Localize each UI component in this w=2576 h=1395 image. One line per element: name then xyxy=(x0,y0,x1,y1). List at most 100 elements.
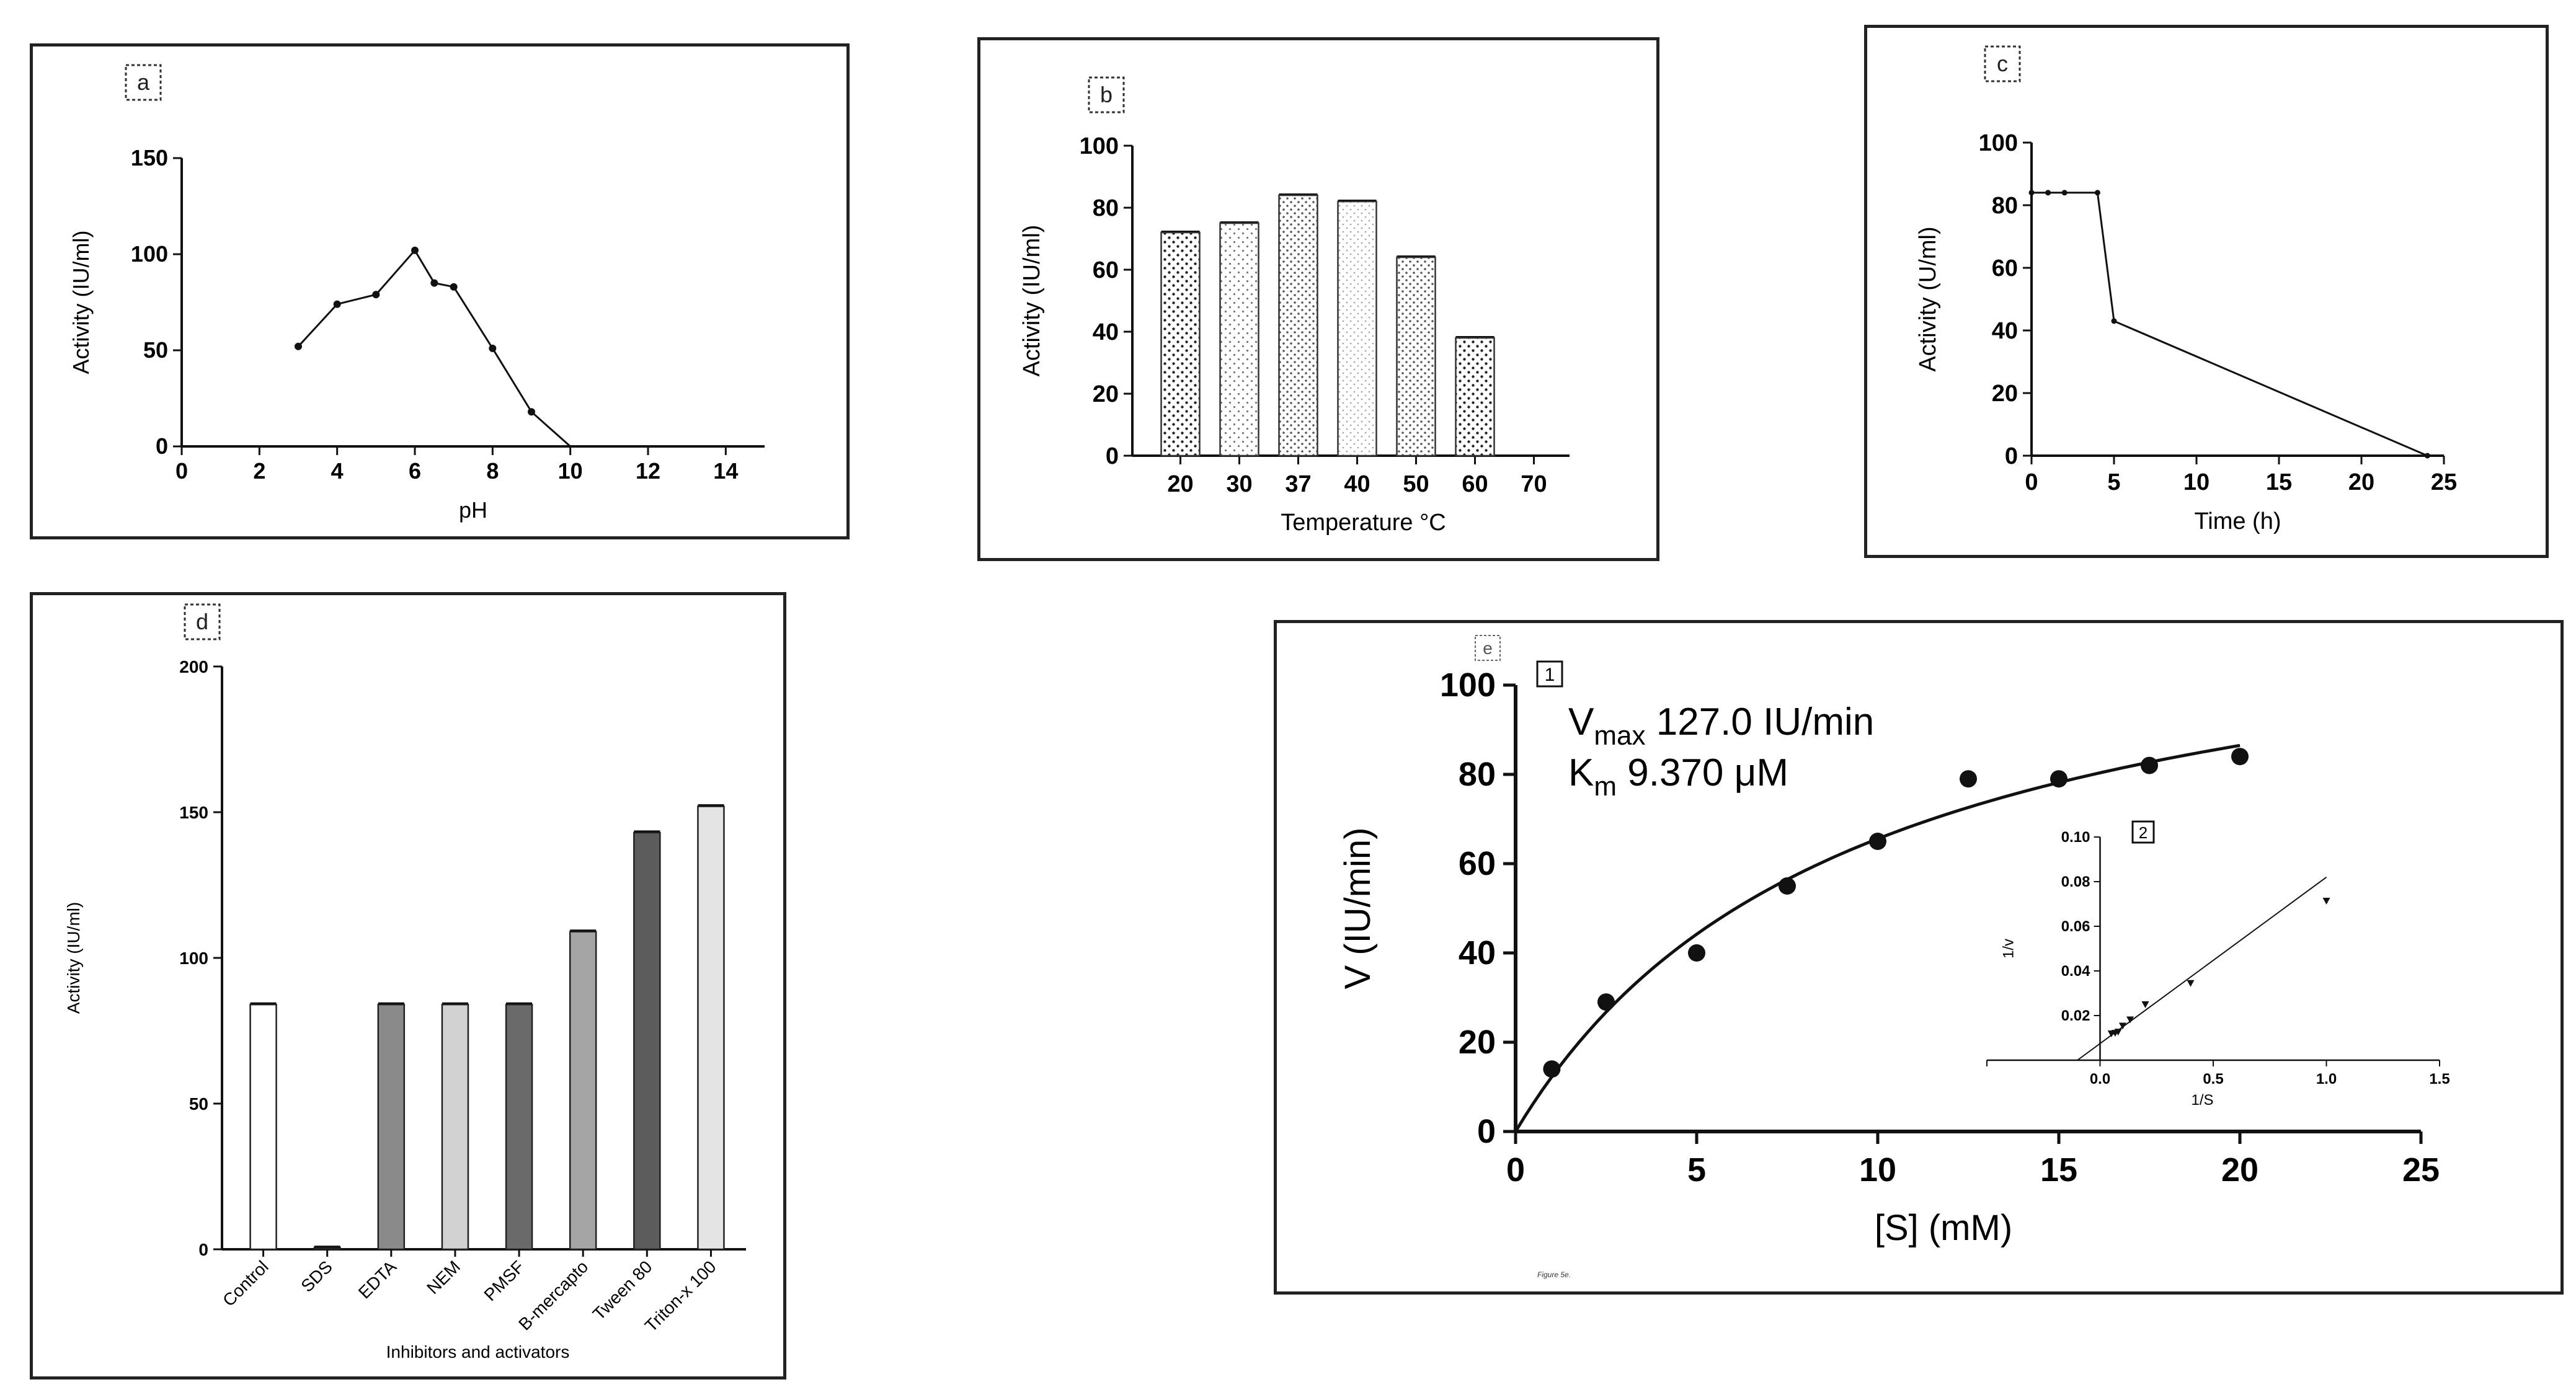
data-point xyxy=(2424,453,2430,459)
y-tick-label: 100 xyxy=(1440,666,1496,704)
x-tick-label: B-mercapto xyxy=(515,1257,592,1334)
panel-e-tag-label: e xyxy=(1483,639,1493,658)
data-point xyxy=(2111,318,2117,324)
y-tick-label: 100 xyxy=(179,949,208,968)
x-tick-label: 10 xyxy=(1859,1151,1896,1189)
chart-a: a 0 2 4 6 8 10 12 14 0 50 100 150 pH Activity (IU/ml) xyxy=(68,64,765,523)
x-tick-label: 0 xyxy=(175,458,188,484)
y-tick-label: 60 xyxy=(1992,255,2018,281)
panel-b: b 0 20 40 60 80 100 20 30 37 40 50 60 70 Temperature °… xyxy=(977,37,1659,561)
x-tick-label: 15 xyxy=(2266,469,2292,495)
x-tick-label: 4 xyxy=(331,458,344,484)
data-point xyxy=(1597,993,1615,1011)
y-tick-label: 60 xyxy=(1093,257,1119,283)
bar xyxy=(505,1003,533,1251)
data-point xyxy=(2050,770,2067,788)
y-tick-label: 0 xyxy=(156,433,168,459)
inset-x-axis-title: 1/S xyxy=(2191,1092,2213,1109)
x-tick-label: SDS xyxy=(297,1257,336,1296)
bar xyxy=(1219,222,1259,457)
data-point xyxy=(2061,190,2067,196)
y-tick-label: 40 xyxy=(1459,934,1496,972)
x-tick-label: 12 xyxy=(636,458,660,484)
x-tick-label: 6 xyxy=(409,458,421,484)
y-tick-label: 100 xyxy=(1979,130,2018,156)
data-point xyxy=(411,246,419,254)
inset-y-axis-title: 1/v xyxy=(2001,939,2017,959)
x-tick-label: PMSF xyxy=(480,1257,528,1304)
data-point xyxy=(2094,190,2100,196)
x-tick-label: 25 xyxy=(2431,469,2457,495)
data-point xyxy=(1779,877,1796,895)
panel-d: d 0 50 100 150 200 Control SDS EDTA NEM PMSF B-merc… xyxy=(30,592,786,1380)
panel-d-tag-box xyxy=(184,603,221,640)
panel-c: c 0 5 10 15 20 25 0 20 40 60 80 100 Time (h) Activity … xyxy=(1864,25,2549,558)
y-axis-title: Activity (IU/ml) xyxy=(68,231,94,374)
bar xyxy=(1278,194,1318,457)
data-point xyxy=(1543,1060,1561,1078)
data-point xyxy=(372,291,380,299)
x-tick-label: 20 xyxy=(2221,1151,2258,1189)
inset-y-tick-label: 0.06 xyxy=(2061,918,2090,935)
panel-a-tag-label: a xyxy=(137,69,150,95)
x-tick-label: 40 xyxy=(1344,471,1370,497)
panel-d-tag-label: d xyxy=(196,609,208,634)
x-axis-title: Inhibitors and activators xyxy=(386,1342,570,1362)
bar xyxy=(313,1247,341,1251)
vmax-value: 127.0 IU/min xyxy=(1645,701,1874,743)
annotation-box-2-label: 2 xyxy=(2139,823,2147,842)
x-tick-label: 20 xyxy=(1167,471,1193,497)
y-tick-label: 20 xyxy=(1992,381,2018,407)
chart-e: e 0 5 10 15 20 25 0 20 40 60 80 100 [S] (mM) V (IU/min… xyxy=(1338,635,2450,1279)
inset-y-tick-label: 0.04 xyxy=(2061,963,2090,980)
y-axis-title: V (IU/min) xyxy=(1338,828,1378,990)
inset-y-tick-label: 0.10 xyxy=(2061,829,2090,846)
x-tick-label: 2 xyxy=(253,458,265,484)
y-tick-label: 0 xyxy=(2005,443,2018,469)
chart-b: b 0 20 40 60 80 100 20 30 37 40 50 60 70 Temperature °… xyxy=(1019,76,1570,536)
y-tick-label: 20 xyxy=(1459,1024,1496,1061)
y-tick-label: 50 xyxy=(189,1094,208,1114)
y-tick-label: 50 xyxy=(143,337,168,363)
data-point xyxy=(450,283,458,291)
x-tick-label: Control xyxy=(219,1257,272,1310)
x-tick-label: 5 xyxy=(1687,1151,1706,1189)
y-axis-title: Activity (U/ml) xyxy=(1915,226,1941,371)
bar xyxy=(1160,231,1201,457)
data-point xyxy=(2141,756,2158,774)
figure-caption: Figure 5e. xyxy=(1537,1270,1571,1279)
km-value: 9.370 μM xyxy=(1617,751,1788,794)
bar xyxy=(377,1003,406,1251)
y-tick-label: 40 xyxy=(1093,319,1119,345)
x-tick-label: 25 xyxy=(2402,1151,2440,1189)
x-tick-label: 15 xyxy=(2040,1151,2077,1189)
bar xyxy=(569,931,597,1251)
x-tick-label: NEM xyxy=(423,1257,464,1298)
x-tick-label: 0 xyxy=(2025,469,2038,495)
annotation-box-1 xyxy=(1536,660,1563,688)
bar xyxy=(1455,337,1495,457)
x-tick-label: 20 xyxy=(2348,469,2374,495)
data-point xyxy=(430,279,438,287)
x-tick-label: 50 xyxy=(1403,471,1429,497)
y-tick-label: 20 xyxy=(1093,381,1119,407)
x-tick-label: 10 xyxy=(2183,469,2210,495)
panel-a: a 0 2 4 6 8 10 12 14 0 50 100 150 pH Activity (IU/ml) xyxy=(30,43,850,539)
inset-y-tick-label: 0.02 xyxy=(2061,1008,2090,1024)
data-point xyxy=(1869,833,1886,850)
y-tick-label: 150 xyxy=(179,803,208,822)
panel-c-tag-label: c xyxy=(1997,51,2008,76)
inset-data-point xyxy=(2322,897,2330,905)
panel-a-tag-box xyxy=(125,64,162,101)
inset-data-point xyxy=(2187,980,2195,987)
data-point xyxy=(1960,770,1977,788)
km-subscript: m xyxy=(1594,771,1617,802)
bar xyxy=(697,805,725,1251)
series-line xyxy=(2032,192,2428,457)
bar xyxy=(441,1003,469,1251)
x-axis-title: Temperature °C xyxy=(1281,510,1446,536)
y-tick-label: 200 xyxy=(179,657,208,676)
inset-data-point xyxy=(2119,1022,2126,1030)
x-tick-label: 8 xyxy=(486,458,499,484)
inset-x-tick-label: 0.5 xyxy=(2203,1071,2223,1087)
